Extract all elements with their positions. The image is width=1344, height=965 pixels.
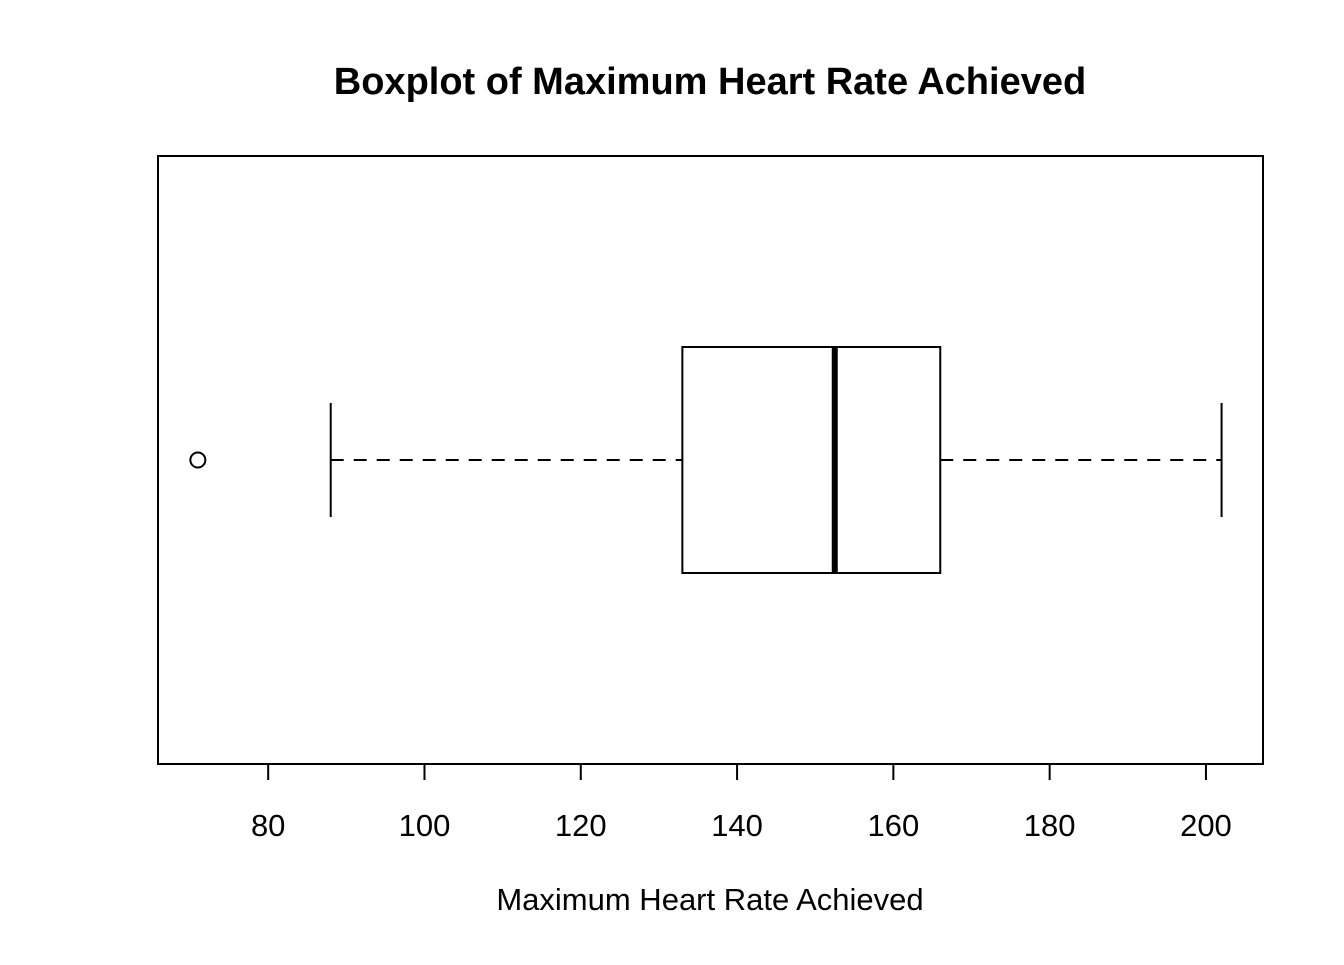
x-axis: 80 100 120 140 160 180 200 — [251, 764, 1232, 843]
x-tick-label: 120 — [555, 808, 607, 843]
chart-title: Boxplot of Maximum Heart Rate Achieved — [334, 61, 1086, 103]
outlier-point — [189, 451, 207, 469]
plot-shapes — [157, 155, 1264, 765]
x-tick-label: 100 — [399, 808, 451, 843]
x-tick-label: 180 — [1024, 808, 1076, 843]
iqr-box — [681, 346, 942, 574]
plot-border — [157, 155, 1264, 765]
x-tick-label: 140 — [711, 808, 763, 843]
x-tick-label: 80 — [251, 808, 285, 843]
x-axis-label: Maximum Heart Rate Achieved — [496, 882, 923, 917]
x-tick-label: 200 — [1180, 808, 1232, 843]
x-tick-label: 160 — [867, 808, 919, 843]
